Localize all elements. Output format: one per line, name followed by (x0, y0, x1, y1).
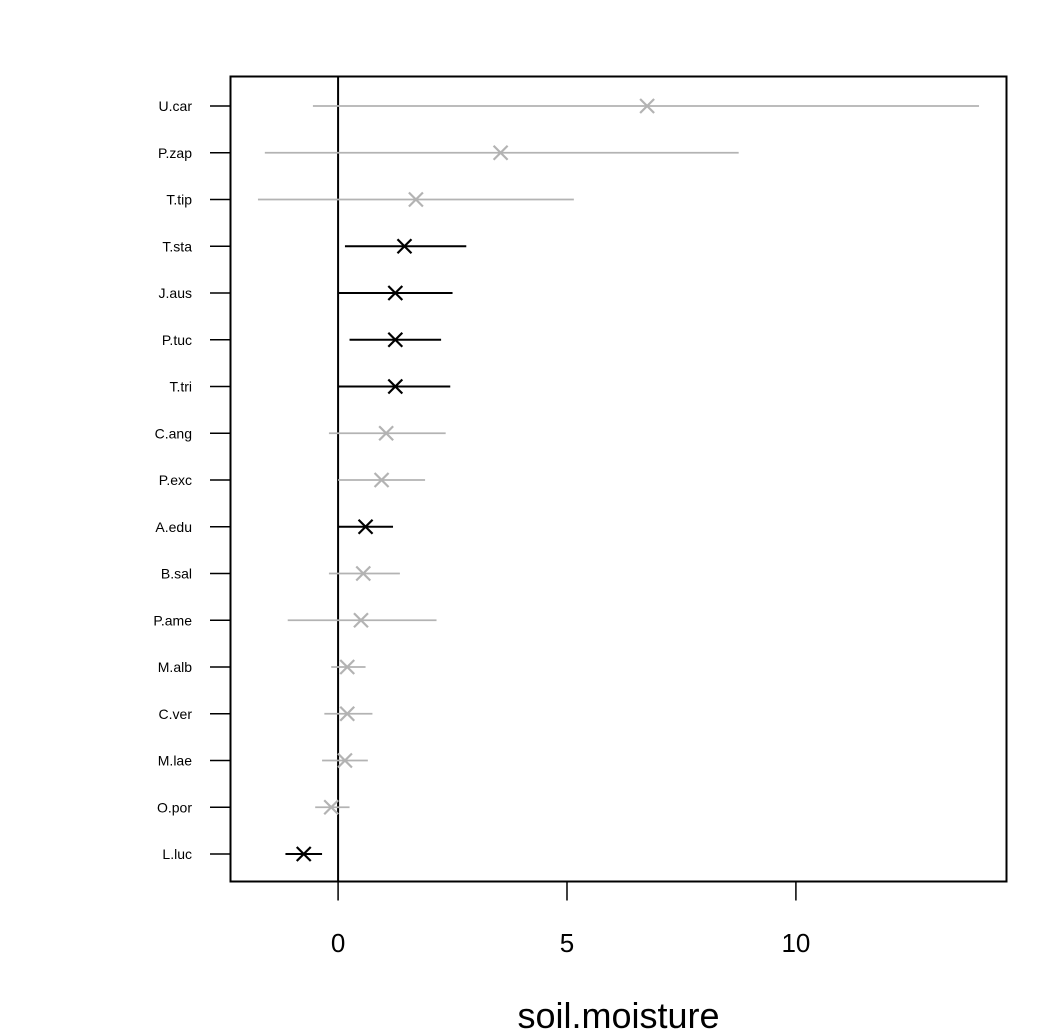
estimate-cross-stroke (357, 518, 374, 535)
y-tick-label: J.aus (159, 285, 192, 301)
y-tick-label: M.alb (158, 659, 192, 675)
estimate-point (387, 331, 404, 348)
estimate-cross-stroke (387, 331, 404, 348)
y-tick-label: C.ver (159, 706, 193, 722)
estimate-cross-stroke (355, 565, 372, 582)
estimate-cross-stroke (337, 752, 353, 769)
estimate-point (323, 799, 339, 816)
x-axis-title: soil.moisture (517, 995, 719, 1036)
estimate-point (337, 752, 353, 769)
estimate-point (353, 612, 369, 629)
estimate-cross-stroke (323, 799, 339, 816)
estimate-point (396, 238, 413, 255)
estimate-cross-stroke (408, 191, 424, 208)
x-axis: 0 5 10 (331, 881, 810, 958)
estimate-point (378, 425, 394, 442)
estimate-point (355, 565, 372, 582)
estimate-cross-stroke (378, 425, 394, 442)
x-tick-label: 0 (331, 928, 345, 958)
x-tick-label: 10 (781, 928, 810, 958)
y-tick-label: M.lae (158, 753, 192, 769)
estimate-cross-stroke (353, 612, 369, 629)
estimate-cross-stroke (339, 705, 356, 722)
estimate-cross-stroke (396, 238, 413, 255)
y-axis: U.car P.zap T.tip T.sta J.aus P.tuc T.tri C.ang… (153, 98, 231, 862)
x-tick-label: 5 (560, 928, 574, 958)
estimate-marks (257, 98, 980, 862)
y-tick-label: U.car (159, 98, 193, 114)
estimate-cross-stroke (373, 472, 390, 488)
y-tick-label: L.luc (162, 846, 192, 862)
estimate-point (295, 846, 312, 862)
y-tick-label: O.por (157, 799, 192, 815)
plot-frame (229, 75, 1008, 883)
estimate-point (339, 705, 356, 722)
y-tick-label: T.tri (169, 379, 192, 395)
estimate-cross-stroke (339, 659, 356, 675)
estimate-cross-stroke (492, 144, 509, 161)
estimate-point (408, 191, 424, 208)
y-tick-label: P.ame (153, 612, 192, 628)
estimate-point (357, 518, 374, 535)
estimate-point (492, 144, 509, 161)
estimate-cross-stroke (639, 98, 655, 114)
estimate-point (387, 378, 404, 395)
y-tick-label: P.zap (158, 145, 192, 161)
y-tick-label: T.tip (166, 192, 192, 208)
estimate-point (339, 659, 356, 675)
y-tick-label: A.edu (155, 519, 192, 535)
y-tick-label: C.ang (155, 425, 192, 441)
estimate-cross-stroke (387, 378, 404, 395)
estimate-point (387, 285, 404, 301)
y-tick-label: T.sta (162, 238, 192, 254)
estimate-point (373, 472, 390, 488)
estimate-cross-stroke (295, 846, 312, 862)
y-tick-label: P.exc (159, 472, 192, 488)
estimate-cross-stroke (387, 285, 404, 301)
y-tick-label: B.sal (161, 566, 192, 582)
estimate-point (639, 98, 655, 114)
y-tick-label: P.tuc (162, 332, 192, 348)
